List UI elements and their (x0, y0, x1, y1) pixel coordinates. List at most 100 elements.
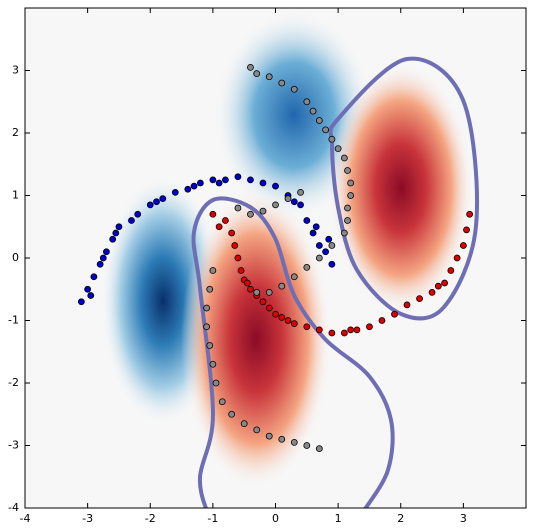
point (253, 426, 261, 434)
y-tick-label: 1 (12, 189, 19, 202)
point (109, 235, 117, 243)
point (184, 185, 192, 193)
point (231, 242, 239, 249)
point (190, 182, 198, 190)
point (234, 254, 242, 262)
point (209, 267, 217, 274)
point (247, 285, 254, 293)
point (215, 179, 223, 187)
point (303, 263, 311, 271)
point (259, 179, 267, 187)
point (441, 279, 448, 287)
point (391, 310, 398, 318)
point (99, 254, 107, 262)
point (278, 435, 286, 443)
point (265, 73, 273, 81)
x-tick-label: 1 (335, 512, 342, 525)
point (96, 260, 104, 268)
point (209, 210, 217, 218)
point (466, 210, 474, 218)
point (366, 323, 373, 331)
point (340, 154, 348, 162)
point (171, 188, 179, 196)
point (265, 304, 273, 312)
point (272, 310, 279, 318)
point (115, 223, 123, 231)
point (234, 173, 242, 181)
point (428, 288, 436, 296)
point (353, 326, 361, 334)
point (278, 79, 286, 87)
point (259, 298, 267, 306)
x-tick-label: 3 (460, 512, 467, 525)
point (278, 313, 286, 321)
point (290, 85, 298, 93)
point (312, 223, 320, 231)
point (347, 192, 355, 199)
point (322, 126, 330, 134)
point (315, 117, 323, 124)
point (253, 288, 261, 296)
point (290, 198, 298, 206)
point (315, 242, 323, 249)
point (328, 260, 336, 268)
point (303, 442, 311, 449)
point (221, 176, 229, 184)
contour (191, 196, 395, 508)
y-tick-label: 3 (12, 64, 19, 77)
point (234, 204, 242, 212)
point (453, 254, 461, 262)
point (253, 70, 261, 78)
point (247, 210, 254, 218)
x-tick-label: -4 (20, 512, 31, 525)
point (203, 304, 211, 312)
point (347, 179, 355, 187)
point (265, 432, 273, 440)
point (334, 145, 342, 153)
point (243, 279, 251, 287)
point (237, 267, 245, 274)
point (209, 176, 217, 184)
x-tick-label: -1 (207, 512, 218, 525)
point (344, 204, 351, 212)
point (134, 210, 142, 218)
point (297, 201, 304, 209)
point (290, 320, 298, 328)
point (328, 242, 336, 249)
point (265, 288, 273, 296)
point (212, 379, 220, 387)
point (347, 326, 355, 334)
point (416, 295, 423, 303)
point (272, 201, 279, 209)
point (84, 285, 92, 293)
y-tick-label: 2 (12, 126, 19, 139)
point (284, 317, 292, 324)
point (90, 273, 98, 281)
point (325, 235, 333, 243)
point (221, 217, 229, 224)
point (209, 360, 217, 368)
y-tick-label: 0 (12, 251, 19, 264)
point (103, 248, 110, 256)
point (309, 229, 317, 237)
point (328, 135, 336, 143)
point (309, 107, 317, 115)
point (159, 195, 167, 203)
point (228, 410, 236, 418)
point (290, 438, 298, 446)
point (322, 248, 330, 256)
point (284, 195, 292, 203)
x-tick-label: -3 (82, 512, 93, 525)
point (340, 229, 348, 237)
point (203, 323, 211, 331)
y-tick-label: -2 (8, 376, 19, 389)
point (112, 229, 120, 237)
point (315, 254, 323, 262)
point (290, 273, 298, 281)
point (340, 329, 348, 337)
point (240, 420, 248, 428)
point (77, 298, 85, 306)
contour (328, 56, 479, 321)
point (228, 229, 236, 237)
point (303, 217, 311, 224)
